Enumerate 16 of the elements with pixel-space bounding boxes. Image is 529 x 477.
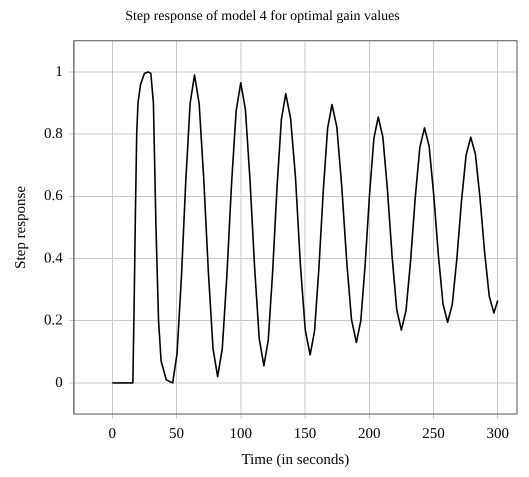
y-tick-label: 1 [55,64,63,80]
x-tick-label: 200 [358,426,380,442]
x-tick-label: 150 [294,426,316,442]
y-tick-label: 0.2 [44,312,63,329]
y-tick-label: 0.6 [44,188,64,204]
x-tick-label: 300 [486,426,509,442]
y-axis-title: Step response [12,186,29,269]
y-tick-label: 0 [55,374,63,391]
y-tick-label: 0.8 [44,126,63,142]
chart-title: Step response of model 4 for optimal gain values [125,9,400,24]
x-tick-label: 50 [169,426,184,442]
x-axis-title: Time (in seconds) [241,452,350,468]
x-tick-label: 0 [108,426,116,442]
y-tick-label: 0.4 [44,250,64,266]
x-tick-label: 250 [422,426,445,442]
x-tick-label: 100 [230,426,252,442]
